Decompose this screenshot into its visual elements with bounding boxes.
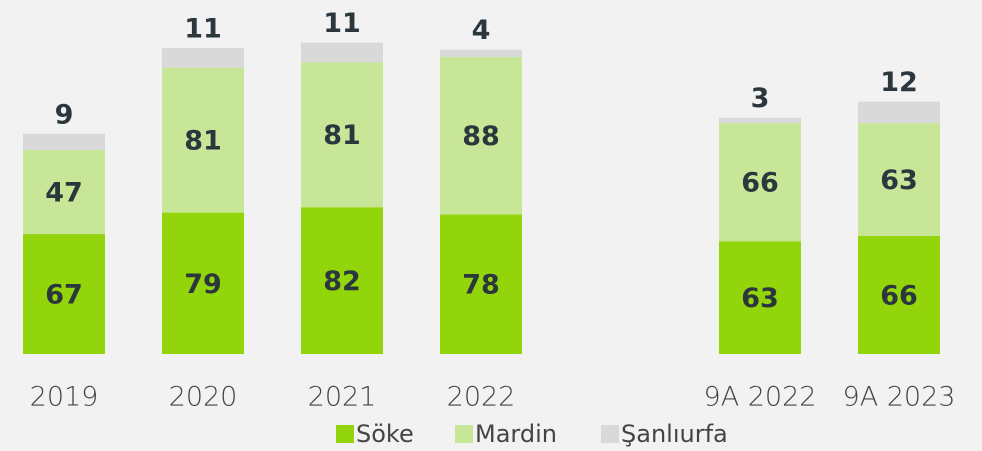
bar-segment [23,133,105,150]
bar-segment [858,123,940,236]
bar-segment [301,62,383,208]
legend-label: Şanlıurfa [621,420,728,448]
data-label: 63 [880,165,918,196]
data-label: 78 [462,270,500,301]
bar-segment [719,117,801,124]
data-label: 81 [184,126,222,157]
legend-swatch [336,425,354,443]
bar-segment [162,47,244,68]
bar-segment [719,123,801,242]
bar-segment [719,241,801,354]
x-tick-label: 2020 [169,382,238,413]
x-tick-label: 9A 2022 [704,382,817,413]
legend-label: Mardin [475,420,557,448]
data-label: 67 [45,280,83,311]
bar-segment [23,234,105,354]
data-label: 3 [751,83,770,114]
bar-segment [440,214,522,354]
data-label: 82 [323,266,361,297]
data-label: 47 [45,178,83,209]
data-label: 66 [880,280,918,311]
bar-segment [301,42,383,63]
data-label: 81 [323,120,361,151]
x-tick-label: 9A 2023 [843,382,956,413]
data-label: 11 [323,8,361,39]
bar-segment [440,49,522,57]
bar-segment [440,56,522,215]
data-label: 66 [741,168,779,199]
data-label: 9 [55,99,74,130]
data-label: 63 [741,283,779,314]
data-label: 88 [462,121,500,152]
x-tick-label: 2019 [30,382,99,413]
x-tick-label: 2022 [447,382,516,413]
bar-segment [301,207,383,354]
data-label: 12 [880,67,918,98]
bar-segment [162,67,244,213]
bar-segment [858,101,940,124]
data-label: 11 [184,13,222,44]
bar-segment [23,149,105,235]
bar-segment [162,212,244,354]
legend-label: Söke [356,420,414,448]
data-label: 79 [184,269,222,300]
legend-swatch [601,425,619,443]
x-tick-label: 2021 [308,382,377,413]
bar-segment [858,235,940,354]
data-label: 4 [472,15,491,46]
legend-swatch [455,425,473,443]
